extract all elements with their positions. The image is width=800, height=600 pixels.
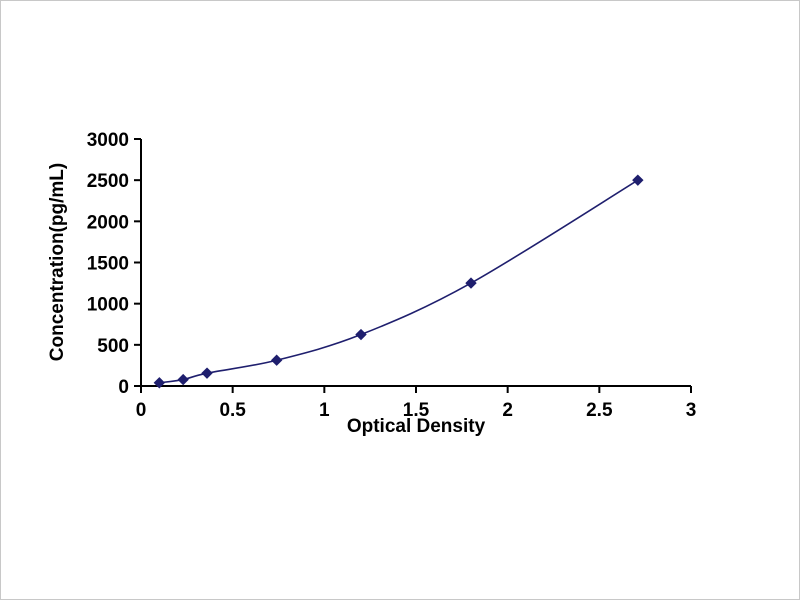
data-point-marker [355, 328, 367, 341]
y-axis-label: Concentration(pg/mL) [47, 162, 68, 362]
x-tick-label: 2 [502, 400, 513, 421]
data-point-marker [153, 377, 166, 389]
y-tick-label: 2500 [87, 171, 129, 192]
x-tick-label: 0 [136, 400, 147, 421]
curve-line [159, 179, 639, 384]
data-point-marker [201, 367, 213, 379]
y-tick-label: 3000 [87, 130, 129, 151]
x-axis-label: Optical Density [346, 416, 486, 437]
x-tick-label: 2.5 [586, 400, 613, 421]
x-tick-label: 0.5 [219, 400, 246, 421]
y-tick-label: 500 [97, 336, 129, 357]
x-tick-label: 1 [319, 400, 330, 421]
data-point-marker [632, 174, 644, 186]
x-tick-label: 1.5 [403, 400, 430, 421]
y-tick-label: 0 [118, 377, 129, 398]
data-point-marker [270, 354, 283, 366]
x-tick-label: 3 [686, 400, 697, 421]
y-tick-label: 2000 [87, 212, 129, 233]
y-tick-label: 1500 [87, 254, 129, 275]
data-point-marker [465, 277, 477, 289]
data-point-marker [177, 373, 189, 386]
y-tick-label: 1000 [87, 295, 129, 316]
